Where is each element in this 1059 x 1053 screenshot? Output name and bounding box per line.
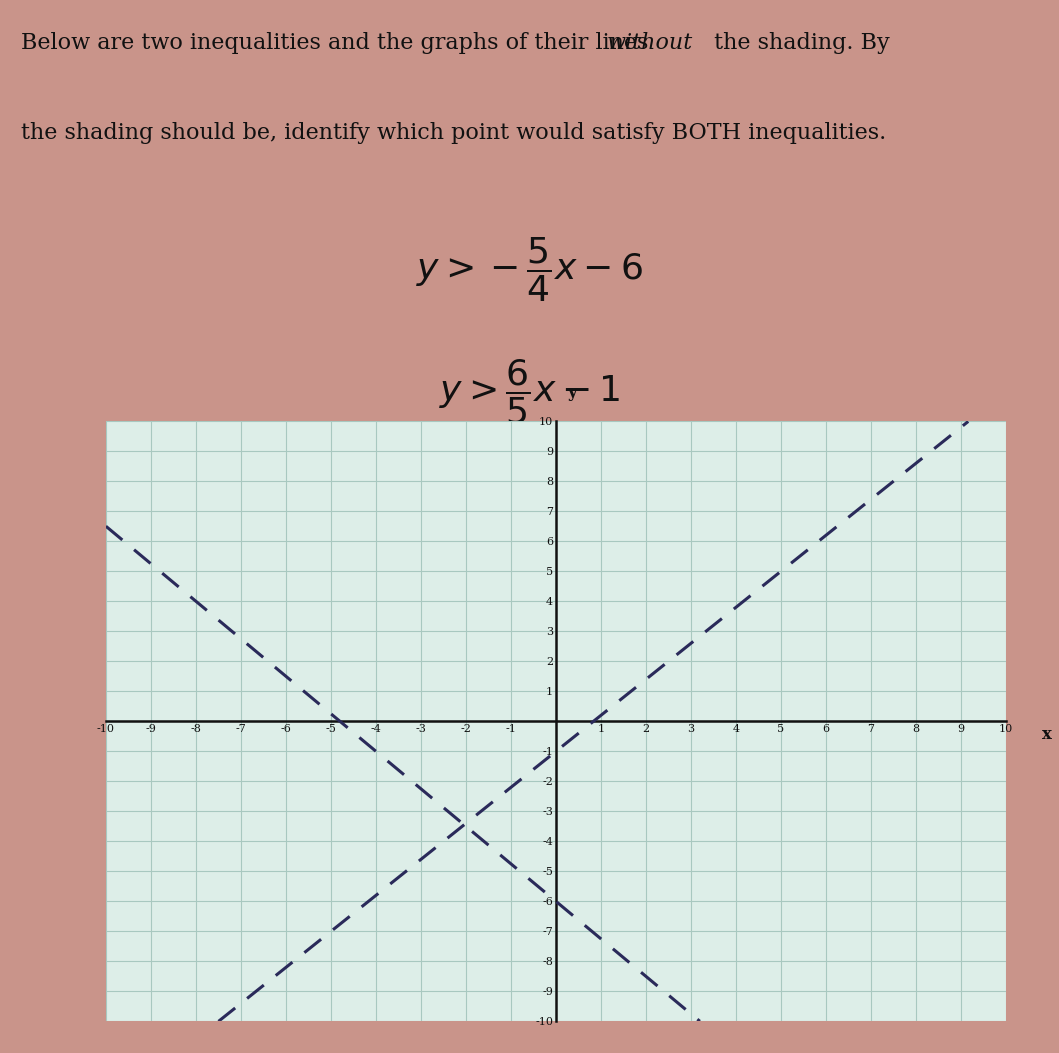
Text: Below are two inequalities and the graphs of their lines: Below are two inequalities and the graph… [21, 32, 656, 54]
Text: $y > \dfrac{6}{5}x - 1$: $y > \dfrac{6}{5}x - 1$ [438, 358, 621, 426]
Text: the shading. By: the shading. By [707, 32, 891, 54]
Text: x: x [1042, 727, 1052, 743]
Text: $y > -\dfrac{5}{4}x - 6$: $y > -\dfrac{5}{4}x - 6$ [416, 236, 643, 304]
Text: the shading should be, identify which point would satisfy BOTH inequalities.: the shading should be, identify which po… [21, 122, 886, 144]
Text: without: without [607, 32, 693, 54]
Text: y: y [568, 384, 577, 401]
